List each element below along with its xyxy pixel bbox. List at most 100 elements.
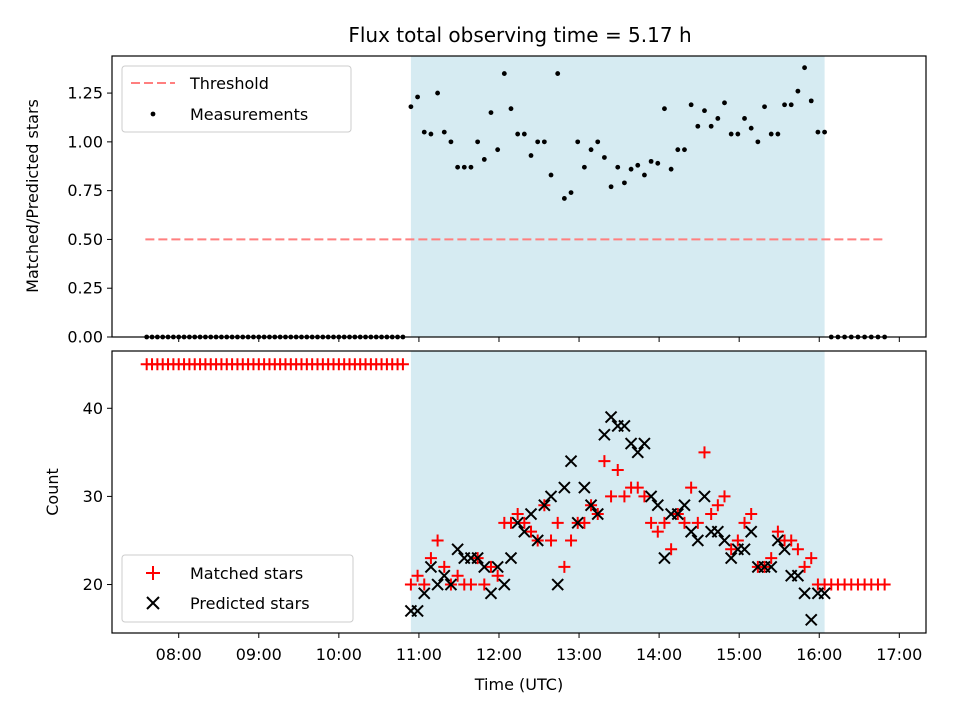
measurement-point <box>608 184 614 190</box>
measurement-point <box>728 131 734 137</box>
measurement-point <box>568 190 574 195</box>
y-tick-label: 30 <box>83 487 103 506</box>
measurement-point <box>561 196 567 201</box>
matched-star-point <box>731 534 744 547</box>
measurement-point <box>408 104 414 110</box>
predicted-star-point <box>711 525 725 538</box>
y-tick-label: 0.50 <box>67 230 103 249</box>
measurement-point <box>535 139 541 145</box>
predicted-star-point <box>504 551 518 565</box>
legend-matched-swatch <box>146 566 160 580</box>
y-tick-label: 20 <box>83 575 103 594</box>
predicted-star-point <box>498 578 511 591</box>
bottom-legend-box <box>121 554 354 623</box>
measurement-point <box>495 147 501 153</box>
measurement-point <box>415 94 420 100</box>
measurement-point <box>455 164 461 170</box>
matched-star-point <box>771 525 784 538</box>
top-x-ticks <box>178 337 900 342</box>
predicted-star-point <box>518 525 531 538</box>
y-tick-label: 1.25 <box>67 84 103 103</box>
predicted-star-point <box>524 507 538 521</box>
predicted-star-point <box>805 613 818 626</box>
matched-star-point <box>745 508 758 521</box>
predicted-star-point <box>484 587 498 600</box>
predicted-star-point <box>738 543 751 556</box>
measurement-point <box>488 110 494 115</box>
predicted-star-point <box>631 446 644 459</box>
predicted-star-point <box>584 499 598 512</box>
matched-star-point <box>396 358 409 371</box>
matched-star-point <box>638 490 651 503</box>
matched-star-point <box>464 578 477 591</box>
measurement-point <box>682 147 687 153</box>
matched-star-point <box>678 516 691 529</box>
top-y-axis: 0.00 0.25 0.50 0.75 1.00 1.25 <box>67 84 112 347</box>
measurement-point <box>441 129 447 135</box>
matched-star-point <box>711 499 724 512</box>
legend-predicted-label: Predicted stars <box>190 594 310 613</box>
predicted-star-point <box>638 437 651 450</box>
measurement-point <box>628 166 634 172</box>
measurement-point <box>788 102 794 108</box>
bottom-y-axis-label: Count <box>43 468 62 516</box>
predicted-star-point <box>438 569 451 582</box>
predicted-star-point <box>511 516 524 530</box>
predicted-star-point <box>798 587 811 600</box>
measurement-point <box>775 131 781 137</box>
y-tick-label: 0.25 <box>67 279 103 298</box>
measurement-point <box>762 104 767 110</box>
x-tick-label: 17:00 <box>876 645 922 664</box>
matched-star-point <box>691 516 704 529</box>
matched-star-point <box>765 552 778 565</box>
measurement-point <box>548 172 554 178</box>
top-panel: 0.00 0.25 0.50 0.75 1.00 1.25 Matched/Predict… <box>23 55 927 347</box>
predicted-star-point <box>538 499 551 512</box>
predicted-star-point <box>444 578 458 591</box>
observing-window-shade <box>410 56 825 337</box>
matched-star-point <box>738 516 751 529</box>
matched-star-point <box>424 552 437 565</box>
measurement-point <box>815 129 821 135</box>
top-legend-box <box>121 65 352 133</box>
matched-star-point <box>698 446 711 459</box>
predicted-star-point <box>478 560 491 574</box>
predicted-star-point <box>671 507 685 521</box>
matched-star-point <box>611 463 624 476</box>
predicted-star-point <box>471 551 484 565</box>
measurement-point <box>448 139 454 145</box>
chart-title: Flux total observing time = 5.17 h <box>348 23 691 47</box>
matched-star-point <box>878 578 891 591</box>
observing-window-shade-bottom <box>410 351 825 633</box>
x-tick-label: 15:00 <box>716 645 762 664</box>
predicted-star-point <box>411 604 424 618</box>
matched-star-point <box>805 552 818 565</box>
bottom-plot-frame <box>111 350 927 634</box>
measurement-point <box>822 129 827 135</box>
legend-predicted-swatch <box>146 596 160 610</box>
predicted-star-point <box>604 410 618 424</box>
matched-star-point <box>605 490 618 503</box>
matched-star-point <box>545 534 558 547</box>
matched-star-point <box>491 569 504 582</box>
matched-star-point <box>705 508 718 521</box>
predicted-star-point <box>424 560 438 574</box>
matched-star-point <box>484 560 497 573</box>
x-tick-label: 16:00 <box>796 645 842 664</box>
predicted-star-point <box>771 534 785 547</box>
x-tick-label: 08:00 <box>156 645 202 664</box>
predicted-star-point <box>618 419 631 433</box>
predicted-star-point <box>764 560 778 574</box>
measurement-point <box>615 164 621 170</box>
matched-star-point <box>565 534 578 547</box>
measurement-point <box>642 172 647 178</box>
measurement-point <box>722 100 727 106</box>
measurement-point <box>501 71 507 76</box>
predicted-star-point <box>791 569 805 582</box>
matched-star-point <box>725 543 738 556</box>
x-axis: 08:00 09:00 10:00 11:00 12:00 13:00 14:00 15:00… <box>156 633 922 664</box>
measurement-point <box>508 106 514 112</box>
predicted-star-point <box>644 490 658 503</box>
measurement-point <box>475 139 481 145</box>
measurement-point <box>808 98 814 104</box>
